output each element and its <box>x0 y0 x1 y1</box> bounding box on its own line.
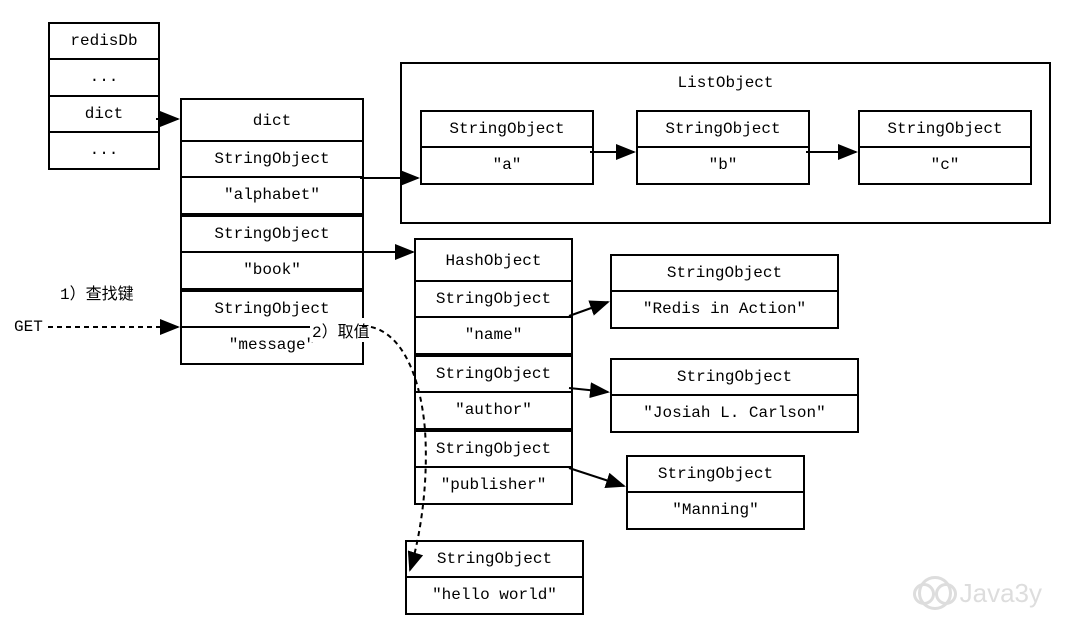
cell: "c" <box>860 148 1030 182</box>
node-redis-in-action: StringObject "Redis in Action" <box>610 254 839 329</box>
cell: StringObject <box>416 432 571 468</box>
edge <box>569 468 624 486</box>
cell: StringObject <box>422 112 592 148</box>
node-josiah: StringObject "Josiah L. Carlson" <box>610 358 859 433</box>
cell: "publisher" <box>416 468 571 502</box>
node-book: StringObject "book" <box>180 215 364 290</box>
cell: StringObject <box>182 217 362 253</box>
node-alphabet: StringObject "alphabet" <box>180 140 364 215</box>
cell: "author" <box>416 393 571 427</box>
cell: "book" <box>182 253 362 287</box>
label: HashObject <box>416 250 571 272</box>
edge <box>569 302 608 316</box>
cell: StringObject <box>182 142 362 178</box>
cell: "a" <box>422 148 592 182</box>
label: ListObject <box>402 72 1049 94</box>
diagram-stage: redisDb ... dict ... dict StringObject "… <box>0 0 1067 628</box>
cell: StringObject <box>628 457 803 493</box>
node-hello: StringObject "hello world" <box>405 540 584 615</box>
node-dict: dict <box>180 98 364 144</box>
cell: "name" <box>416 318 571 352</box>
node-manning: StringObject "Manning" <box>626 455 805 530</box>
watermark: Java3y <box>918 576 1042 610</box>
node-c: StringObject "c" <box>858 110 1032 185</box>
cell: ... <box>50 133 158 167</box>
cell: StringObject <box>416 282 571 318</box>
cell: StringObject <box>638 112 808 148</box>
edge <box>569 388 608 392</box>
node-name: StringObject "name" <box>414 280 573 355</box>
annotation-step1: 1）查找键 <box>60 280 134 304</box>
node-redisdb: redisDb ... dict ... <box>48 22 160 170</box>
cell: StringObject <box>612 360 857 396</box>
cell: ... <box>50 60 158 96</box>
cell: StringObject <box>407 542 582 578</box>
annotation-step2: 2）取值 <box>310 318 372 342</box>
watermark-text: Java3y <box>960 578 1042 609</box>
wechat-icon <box>918 576 952 610</box>
cell: StringObject <box>612 256 837 292</box>
cell: "b" <box>638 148 808 182</box>
cell: "hello world" <box>407 578 582 612</box>
cell: StringObject <box>860 112 1030 148</box>
cell: StringObject <box>416 357 571 393</box>
node-author: StringObject "author" <box>414 355 573 430</box>
cell-dict: dict <box>50 97 158 133</box>
cell: "Redis in Action" <box>612 292 837 326</box>
node-hashobject: HashObject <box>414 238 573 284</box>
node-publisher: StringObject "publisher" <box>414 430 573 505</box>
cell: "Josiah L. Carlson" <box>612 396 857 430</box>
node-a: StringObject "a" <box>420 110 594 185</box>
annotation-get: GET <box>14 318 43 336</box>
cell: "Manning" <box>628 493 803 527</box>
cell: redisDb <box>50 24 158 60</box>
label: dict <box>182 110 362 132</box>
cell: "alphabet" <box>182 178 362 212</box>
node-b: StringObject "b" <box>636 110 810 185</box>
